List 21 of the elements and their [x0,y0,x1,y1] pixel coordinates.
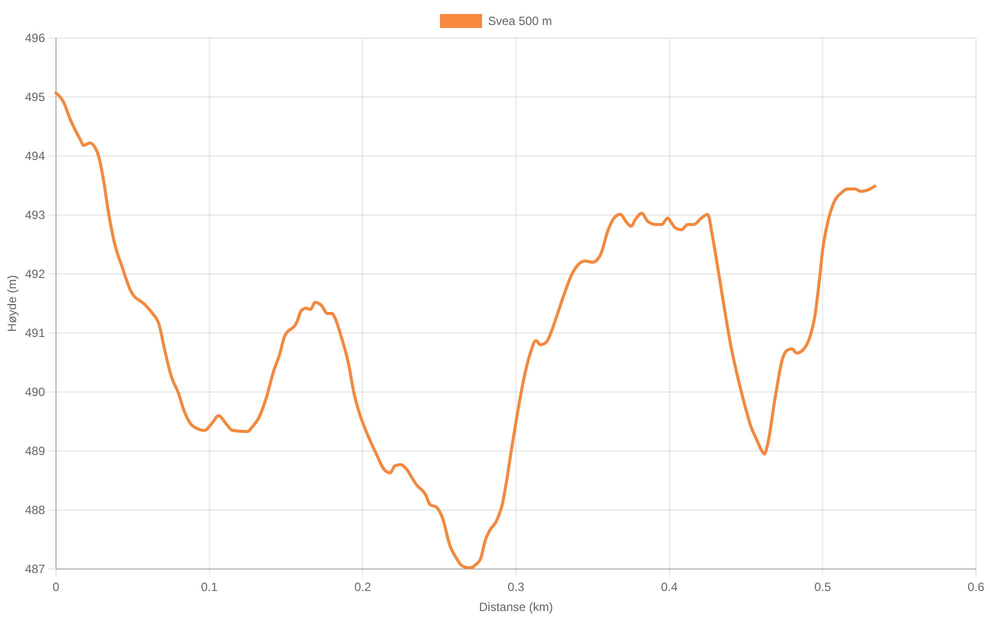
y-tick-label: 491 [24,326,46,340]
legend-label: Svea 500 m [488,14,552,28]
x-tick-label: 0.5 [814,580,832,594]
line-series [54,91,876,570]
y-tick-label: 494 [24,149,46,164]
y-tick-label: 490 [24,385,46,400]
x-axis-title: Distanse (km) [478,600,554,614]
y-tick-label: 492 [24,267,46,282]
y-tick-label: 488 [24,503,46,518]
y-tick-label: 496 [24,31,46,46]
x-tick-label: 0.6 [968,580,985,594]
x-tick-label: 0.3 [508,580,525,594]
x-tick-label: 0.2 [354,580,372,594]
x-tick-label: 0.4 [660,580,678,594]
x-tick-label: 0.1 [200,580,218,594]
y-tick-label: 493 [24,208,46,222]
y-tick-label: 489 [24,444,46,458]
x-tick-label: 0 [52,580,60,594]
y-tick-label: 495 [24,90,46,104]
y-axis-title: Høyde (m) [5,275,19,332]
y-tick-label: 487 [24,562,46,576]
